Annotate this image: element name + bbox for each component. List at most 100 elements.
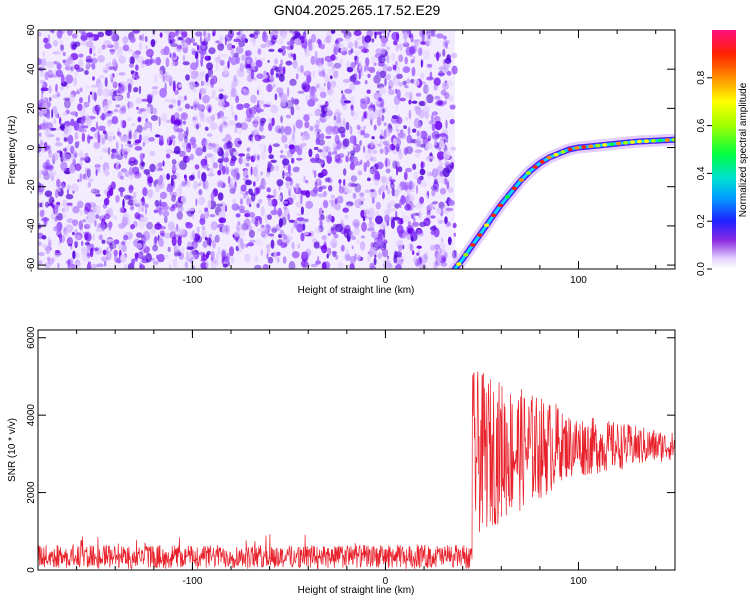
- noise-blob: [66, 84, 70, 90]
- noise-blob: [250, 69, 255, 80]
- noise-blob: [201, 41, 206, 46]
- noise-blob: [77, 103, 83, 111]
- noise-blob: [333, 233, 339, 239]
- noise-blob: [354, 55, 358, 61]
- noise-blob: [252, 181, 256, 187]
- noise-blob: [374, 254, 377, 258]
- noise-blob: [137, 251, 144, 260]
- noise-blob: [393, 254, 398, 264]
- noise-blob: [104, 260, 107, 267]
- noise-blob: [189, 153, 194, 161]
- noise-blob: [300, 194, 303, 204]
- noise-blob: [140, 161, 145, 167]
- noise-blob: [282, 32, 286, 40]
- noise-blob: [394, 161, 400, 170]
- noise-blob: [251, 136, 254, 143]
- noise-blob: [387, 31, 390, 38]
- noise-blob: [192, 143, 196, 149]
- noise-blob: [276, 239, 283, 246]
- noise-blob: [159, 174, 163, 185]
- noise-blob: [40, 94, 44, 101]
- noise-blob: [200, 262, 208, 269]
- noise-blob: [47, 69, 54, 79]
- noise-blob: [382, 108, 385, 113]
- noise-blob: [235, 213, 241, 218]
- noise-blob: [353, 49, 361, 55]
- noise-blob: [127, 140, 132, 145]
- noise-blob: [388, 85, 392, 91]
- noise-blob: [282, 66, 286, 75]
- noise-blob: [56, 178, 61, 188]
- signal-peak: [588, 144, 594, 149]
- noise-blob: [364, 150, 369, 154]
- noise-blob: [177, 99, 181, 107]
- noise-blob: [344, 204, 352, 208]
- noise-blob: [67, 69, 74, 74]
- noise-blob: [106, 44, 114, 48]
- noise-blob: [342, 138, 350, 148]
- noise-blob: [108, 66, 115, 70]
- noise-blob: [265, 213, 268, 223]
- noise-blob: [193, 180, 198, 190]
- noise-blob: [153, 209, 159, 214]
- noise-blob: [390, 181, 394, 185]
- noise-blob: [451, 65, 458, 75]
- noise-blob: [172, 82, 176, 92]
- noise-blob: [285, 114, 291, 119]
- noise-blob: [417, 177, 422, 185]
- noise-blob: [409, 46, 416, 55]
- noise-blob: [101, 221, 106, 232]
- noise-blob: [55, 83, 58, 93]
- noise-blob: [124, 170, 130, 177]
- noise-blob: [122, 44, 130, 52]
- signal-peak: [463, 253, 469, 257]
- noise-blob: [349, 157, 354, 162]
- signal-peak: [609, 142, 615, 146]
- noise-blob: [442, 48, 446, 57]
- noise-blob: [420, 59, 423, 68]
- noise-blob: [122, 212, 129, 220]
- noise-blob: [408, 109, 412, 120]
- noise-blob: [147, 189, 153, 200]
- noise-blob: [177, 206, 184, 212]
- signal-peak: [567, 147, 573, 152]
- noise-blob: [56, 176, 59, 185]
- noise-blob: [426, 63, 433, 68]
- noise-blob: [201, 172, 207, 182]
- noise-blob: [171, 159, 177, 165]
- noise-blob: [218, 100, 226, 107]
- signal-peak: [657, 138, 663, 143]
- noise-blob: [287, 213, 291, 221]
- noise-blob: [315, 158, 322, 164]
- noise-blob: [133, 191, 137, 199]
- noise-blob: [165, 148, 173, 154]
- noise-blob: [416, 252, 419, 256]
- noise-blob: [245, 243, 249, 248]
- signal-peak: [643, 139, 650, 143]
- noise-blob: [109, 91, 113, 97]
- noise-blob: [207, 199, 212, 209]
- noise-blob: [82, 102, 85, 112]
- noise-blob: [73, 64, 80, 70]
- noise-blob: [122, 198, 125, 209]
- noise-blob: [123, 194, 132, 200]
- noise-blob: [215, 252, 223, 259]
- noise-blob: [382, 228, 386, 238]
- noise-blob: [227, 43, 233, 51]
- noise-blob: [439, 248, 442, 255]
- noise-blob: [121, 120, 127, 129]
- noise-blob: [63, 136, 68, 142]
- noise-blob: [133, 171, 142, 179]
- noise-blob: [194, 98, 199, 105]
- noise-blob: [90, 247, 94, 258]
- noise-blob: [195, 235, 203, 243]
- noise-blob: [133, 131, 137, 140]
- snr-ylabel: SNR (10 * v/v): [7, 418, 18, 482]
- noise-blob: [95, 121, 99, 131]
- noise-blob: [412, 163, 417, 170]
- noise-blob: [96, 263, 104, 268]
- noise-blob: [219, 59, 225, 66]
- y-tick-label: 20: [26, 102, 37, 114]
- noise-blob: [436, 207, 442, 215]
